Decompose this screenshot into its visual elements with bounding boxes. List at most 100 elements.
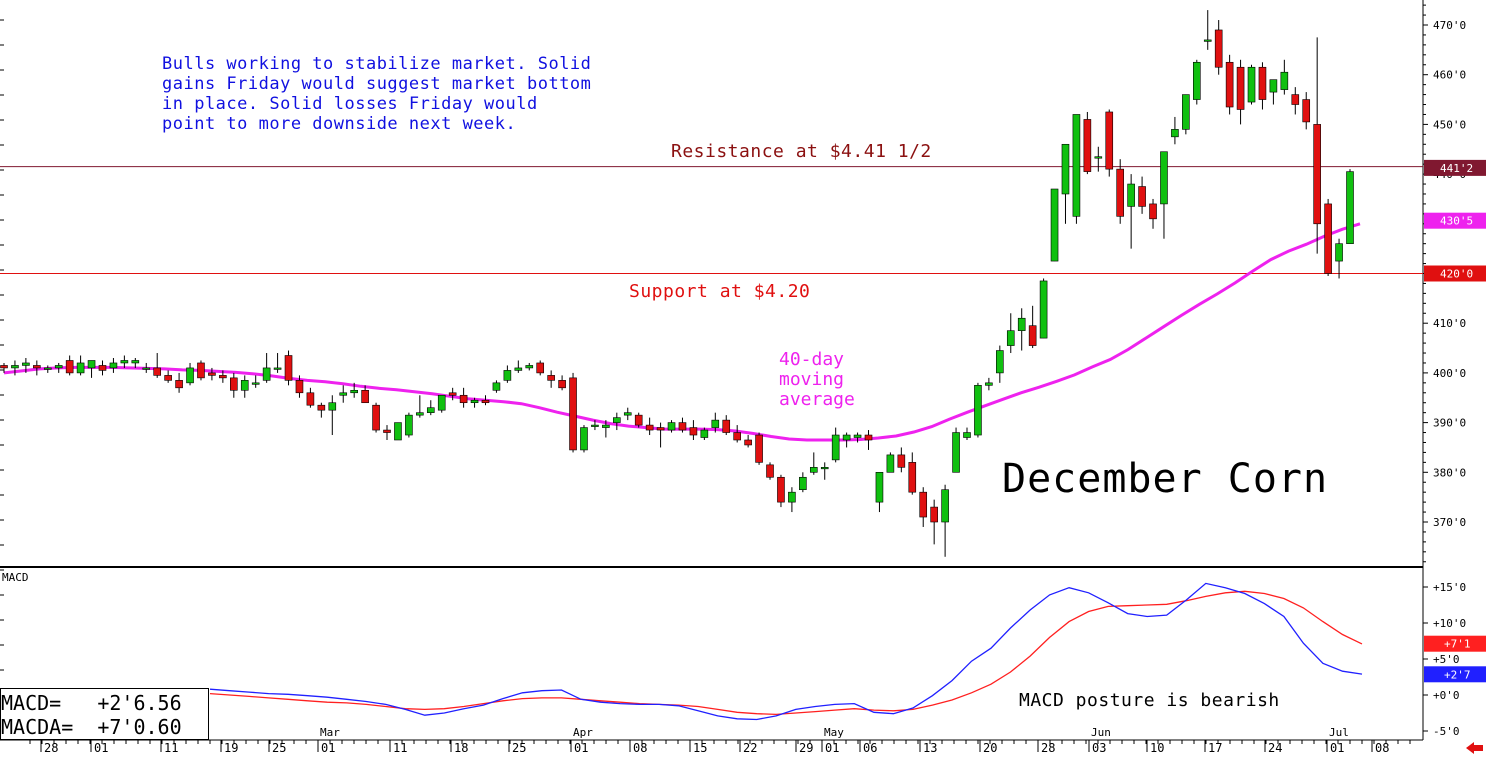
candle-body [1149, 203, 1157, 220]
candle-body [76, 362, 85, 374]
candle-body [689, 427, 698, 436]
candle-body [963, 432, 971, 438]
candle-body [339, 392, 348, 396]
month-label: Jul [1329, 726, 1349, 739]
month-label: Apr [573, 726, 593, 739]
candle-body [262, 367, 271, 381]
candle-body [1236, 66, 1245, 110]
candle-body [974, 385, 982, 436]
candle-body [733, 432, 741, 441]
moving-average-layer [3, 222, 1361, 442]
candle-body [284, 355, 293, 381]
date-tick-label: 13 [923, 741, 937, 755]
date-tick-label: 28 [44, 741, 58, 755]
candle-body [1214, 29, 1223, 68]
candle-body [1138, 186, 1146, 207]
candle-body [230, 377, 238, 391]
candle-body [1203, 39, 1212, 42]
candle-body [645, 424, 654, 431]
candle-body [766, 464, 774, 478]
candle-body [1028, 325, 1037, 346]
candle-body [1072, 114, 1081, 217]
candle-body [1258, 66, 1267, 100]
date-tick-label: 10 [1150, 741, 1164, 755]
candle-body [1291, 94, 1300, 105]
candle-body [109, 362, 118, 369]
price-tick-label: 380'0 [1433, 466, 1466, 479]
arrow-left-icon[interactable] [1466, 742, 1483, 754]
candle-body [1324, 203, 1332, 274]
macd-posture-note: MACD posture is bearish [1019, 690, 1280, 711]
date-tick-label: 20 [983, 741, 997, 755]
date-tick-label: 08 [633, 741, 647, 755]
date-tick-label: 01 [94, 741, 108, 755]
macd-marker-label: +2'7 [1444, 668, 1471, 681]
macd-axis: +15'0 +10'0 +5'0 +0'0 -5'0 +7'1 +2'7 [1423, 581, 1486, 738]
candle-body [667, 422, 676, 431]
support-label: Support at $4.20 [629, 281, 811, 302]
month-label: Jun [1091, 726, 1111, 739]
price-marker [1424, 212, 1486, 229]
price-tick-label: 460'0 [1433, 69, 1466, 82]
resistance-label: Resistance at $4.41 1/2 [671, 141, 932, 162]
candle-body [1039, 280, 1048, 339]
macd-line [209, 582, 1363, 721]
moving-average-label: 40-day moving average [779, 349, 855, 410]
macd-tick-label: +5'0 [1433, 653, 1460, 666]
candle-body [175, 380, 183, 389]
candle-body [1247, 66, 1256, 103]
candle-body [744, 439, 752, 446]
candle-body [503, 370, 512, 381]
candle-body [897, 454, 906, 468]
candle-body [142, 367, 151, 370]
date-tick-label: 19 [224, 741, 238, 755]
candle-body [54, 365, 63, 369]
candle-body [273, 367, 282, 370]
chart-frame [0, 0, 1424, 741]
candle-body [372, 404, 380, 431]
candle-body [43, 367, 52, 370]
candle-body [941, 489, 949, 523]
macd-readout-box: MACD= +2'6.56 MACDA= +7'0.60 [0, 688, 209, 740]
candle-body [1280, 71, 1289, 90]
candle-body [1269, 79, 1278, 93]
candle-body [1225, 61, 1234, 108]
candle-body [208, 372, 216, 376]
candle-body [459, 394, 468, 404]
macd-panel-label: MACD [2, 571, 29, 584]
date-tick-label: 15 [693, 741, 707, 755]
candle-body [492, 382, 501, 391]
date-tick-label: 29 [799, 741, 813, 755]
candlestick-series [0, 10, 1354, 557]
candle-body [996, 350, 1004, 374]
candle-body [602, 424, 610, 428]
candle-body [1160, 151, 1168, 205]
month-label: May [824, 726, 844, 739]
date-tick-label: 17 [1208, 741, 1222, 755]
date-tick-label: 24 [1268, 741, 1282, 755]
date-tick-label: 18 [454, 741, 468, 755]
date-tick-label: 06 [863, 741, 877, 755]
candle-body [952, 432, 960, 473]
price-tick-label: 470'0 [1433, 19, 1466, 32]
date-tick-label: 01 [1330, 741, 1344, 755]
candle-body [1182, 94, 1190, 130]
macd-marker-label: +7'1 [1444, 638, 1471, 651]
candle-body [634, 414, 643, 426]
candle-body [405, 414, 413, 436]
candle-body [350, 389, 358, 394]
date-tick-label: 25 [512, 741, 526, 755]
candle-body [416, 412, 424, 416]
macd-lines [209, 582, 1363, 721]
candle-body [1061, 143, 1070, 195]
candle-body [1050, 188, 1059, 262]
candle-body [547, 375, 555, 381]
candle-body [22, 362, 30, 366]
candle-body [831, 434, 840, 461]
candle-body [613, 417, 621, 423]
candle-body [656, 427, 665, 431]
candle-body [985, 382, 993, 386]
candle-body [1105, 111, 1114, 170]
candle-body [755, 434, 763, 463]
